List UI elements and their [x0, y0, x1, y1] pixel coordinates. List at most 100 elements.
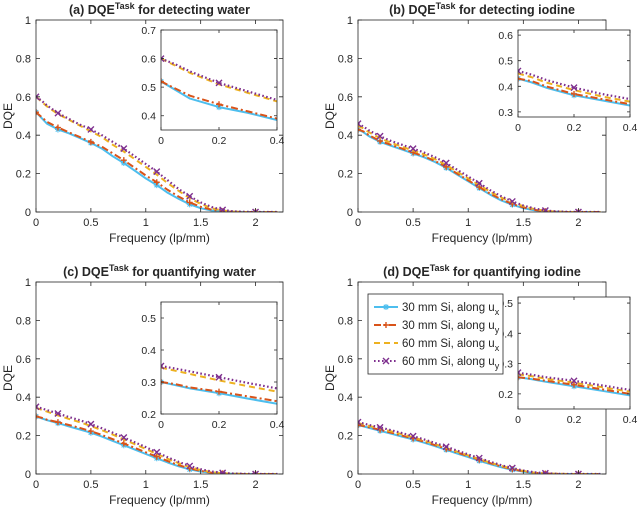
panel-b-inset-series-1-line: [518, 77, 630, 107]
panel-d-series-4-marker: [442, 443, 450, 451]
panel-a-series-4-marker: [120, 145, 128, 153]
panel-a-inset-series-2-marker: [161, 78, 164, 85]
panel-a-series-4-marker: [252, 208, 260, 212]
panel-d-inset-series-2-line: [518, 376, 630, 395]
panel-c-frame: [35, 281, 284, 475]
panel-a-series-2-marker: [153, 179, 160, 186]
x-tick-label: 0.5: [83, 217, 98, 229]
x-tick-label: 0: [158, 419, 164, 431]
y-tick-label: 0.2: [338, 169, 353, 181]
panel-c-series-2-marker: [36, 413, 39, 420]
panel-d-inset: 0 0.2 0.40.20.30.40.5: [498, 296, 637, 426]
x-tick-label: 1.5: [193, 217, 208, 229]
panel-d-series-4-line: [358, 421, 601, 474]
y-tick-label: 0.2: [16, 169, 31, 181]
panel-a-inset-series-1-line: [161, 80, 277, 121]
panel-c-series-4-line: [36, 405, 278, 474]
y-tick-label: 0.7: [141, 25, 156, 37]
panel-c-inset-series-4-line: [161, 364, 277, 390]
x-tick-label: 1.5: [516, 217, 531, 229]
panel-a-series-4-marker: [186, 192, 194, 200]
panel-c-series-4-marker: [252, 470, 260, 474]
panel-b-ylabel: DQE: [323, 103, 337, 129]
panel-d-series-4-marker: [574, 470, 582, 474]
panel-b-inset-series-4-marker: [570, 84, 578, 92]
panel-a-frame: [35, 19, 284, 213]
panel-a-inset-series-4-marker: [215, 79, 223, 87]
y-tick-label: 0.6: [16, 92, 31, 104]
panel-b-series-4-marker: [475, 179, 483, 187]
panel-a-series-2-marker: [54, 124, 61, 131]
panel-d-series-4-marker: [475, 454, 483, 462]
x-tick-label: 1: [465, 217, 471, 229]
y-tick-label: 0.5: [141, 313, 156, 325]
panel-b-axes: 0 0.5 1 1.5 2 0 0.2 0.4 0.6 0.8 1 (b) DQETask for d…: [323, 1, 607, 245]
panel-c-series-4-marker: [153, 448, 161, 456]
panel-a-series-4-marker: [87, 125, 95, 133]
panel-a-inset-series-group: [161, 55, 277, 121]
y-tick-label: 0.4: [16, 392, 31, 404]
panel-c-inset-series-2-line: [161, 381, 277, 403]
panel-b-series-4-line: [358, 122, 601, 212]
panel-c-series-4-marker: [54, 410, 62, 418]
x-tick-label: 0: [355, 479, 361, 491]
x-tick-label: 0: [33, 217, 39, 229]
panel-c-inset-series-4-marker: [161, 362, 165, 370]
y-tick-label: 0.2: [338, 431, 353, 443]
panel-c-inset-series-1-line: [161, 381, 277, 405]
panel-a-title: (a) DQETask for detecting water: [69, 1, 250, 17]
panel-d-series-4-marker: [541, 469, 549, 474]
y-tick-label: 0.6: [338, 354, 353, 366]
panel-b-series-2-marker: [358, 126, 361, 133]
panel-c-series-4-marker: [120, 434, 128, 442]
x-tick-label: 1: [143, 217, 149, 229]
panel-a-ylabel: DQE: [1, 103, 15, 129]
panel-b-series-2-line: [358, 128, 601, 212]
legend-marker: [383, 322, 389, 328]
panel-b-inset-series-2-marker: [571, 90, 577, 97]
panel-c-series-4-marker: [87, 420, 95, 428]
panel-c-title: (c) DQETask for quantifying water: [63, 263, 256, 279]
legend-label: 30 mm Si, along ux: [402, 302, 500, 317]
panel-d-inset-series-4-marker: [518, 369, 522, 377]
y-tick-label: 1: [25, 277, 31, 289]
y-tick-label: 0: [347, 207, 353, 219]
y-tick-label: 0.3: [141, 377, 156, 389]
legend-item-2: 30 mm Si, along uy: [374, 320, 500, 335]
panel-c-inset-series-4-marker: [215, 373, 223, 381]
panel-b-inset-series-4-line: [518, 69, 630, 101]
panel-b-series-4-marker: [409, 145, 417, 153]
y-tick-label: 0.8: [338, 315, 353, 327]
x-tick-label: 0.2: [567, 122, 582, 134]
panel-b-inset-series-group: [518, 67, 630, 107]
legend-label: 30 mm Si, along uy: [402, 320, 500, 335]
y-tick-label: 0.6: [16, 354, 31, 366]
panel-c-series-4-marker: [219, 469, 227, 474]
y-tick-label: 0.4: [498, 81, 513, 93]
panel-d-inset-series-3-line: [518, 373, 630, 393]
x-tick-label: 0: [33, 479, 39, 491]
panel-d-series-4-marker: [376, 423, 384, 431]
y-tick-label: 0.6: [498, 30, 513, 42]
y-tick-label: 0.2: [498, 389, 513, 401]
legend-item-1: 30 mm Si, along ux: [374, 302, 500, 317]
panel-b-inset-series-2-line: [518, 77, 630, 106]
legend-item-3: 60 mm Si, along ux: [374, 338, 500, 353]
y-tick-label: 1: [25, 15, 31, 27]
panel-d-inset-series-group: [518, 369, 630, 397]
x-tick-label: 0: [158, 135, 164, 147]
y-tick-label: 0.5: [141, 82, 156, 94]
panel-b-inset: 0 0.2 0.4 0.3 0.4 0.5 0.6: [498, 29, 637, 134]
panel-c-series-2-marker: [87, 428, 94, 435]
y-tick-label: 0.8: [16, 53, 31, 65]
panel-b-xlabel: Frequency (lp/mm): [432, 231, 533, 245]
panel-d-title: (d) DQETask for quantifying iodine: [383, 263, 581, 279]
panel-d-inset-series-2-marker: [571, 381, 577, 388]
panel-c-inset-series-2-marker: [216, 388, 222, 395]
panel-a-series-2-marker: [186, 199, 193, 206]
y-tick-label: 0.8: [16, 315, 31, 327]
panel-a-xlabel: Frequency (lp/mm): [109, 231, 210, 245]
panel-b-inset-series-4-marker: [518, 67, 522, 75]
x-tick-label: 0: [515, 122, 521, 134]
